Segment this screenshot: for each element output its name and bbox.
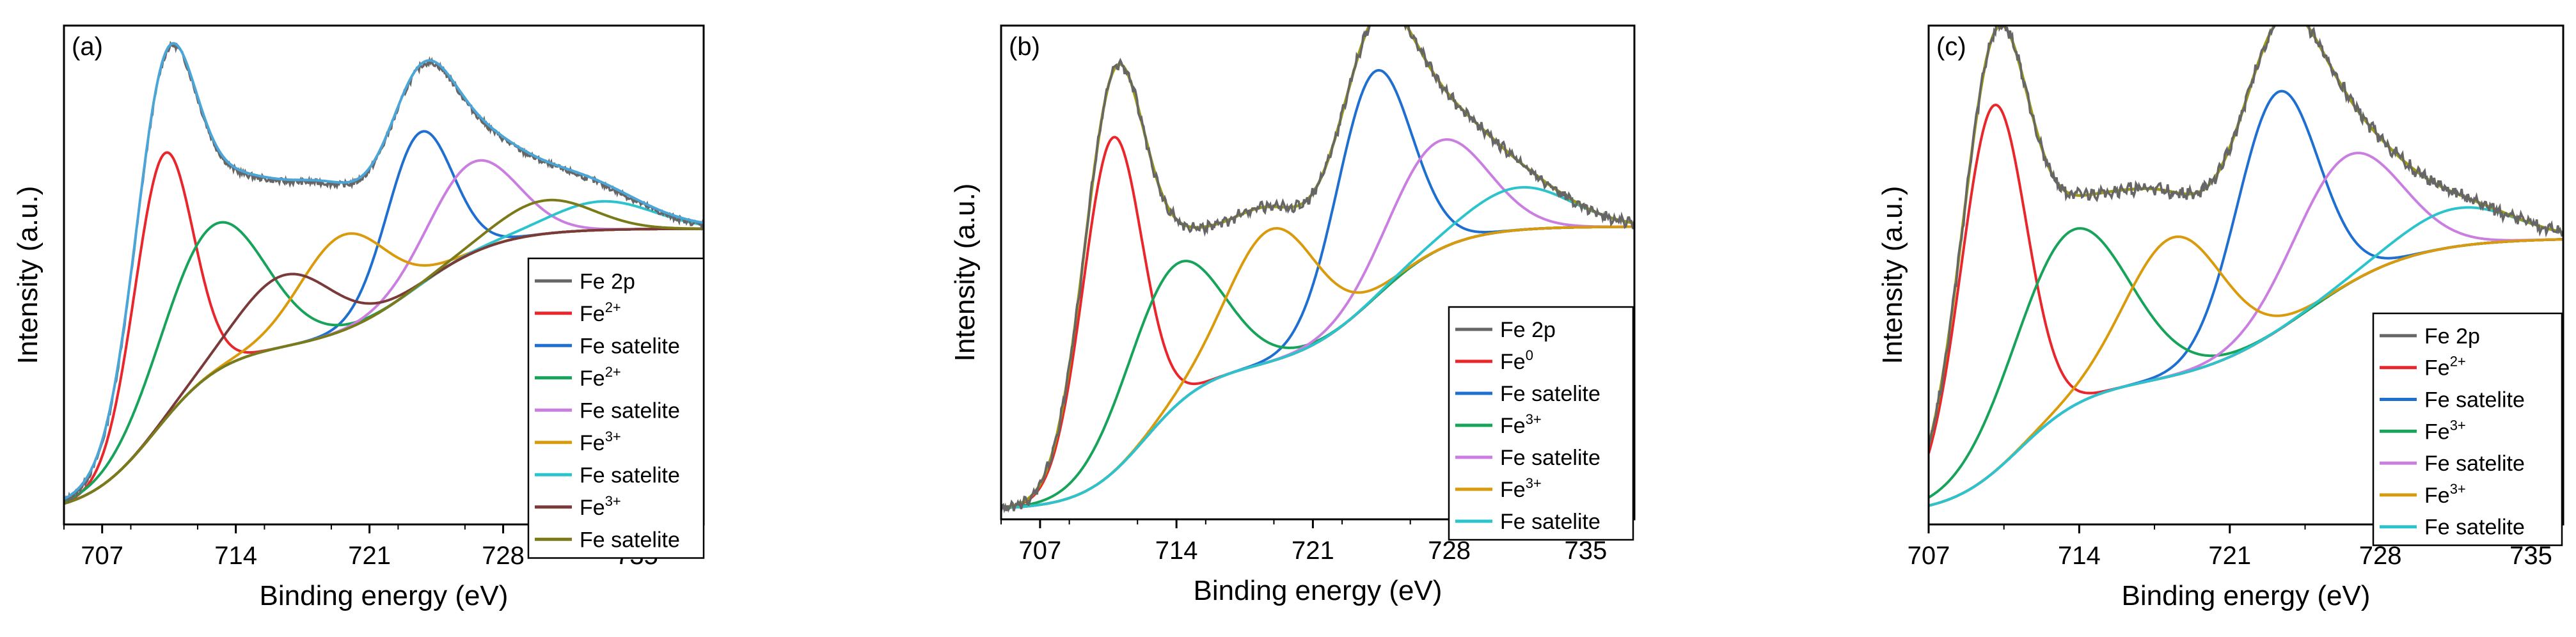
x-tick-label: 721	[348, 542, 391, 570]
x-tick-label: 714	[214, 542, 257, 570]
legend-entry: Fe satelite	[2424, 452, 2525, 476]
panel-label: (a)	[72, 33, 103, 61]
legend-entry: Fe satelite	[1500, 510, 1600, 534]
y-axis-title: Intensity (a.u.)	[949, 184, 981, 362]
x-tick-label: 735	[1564, 537, 1607, 565]
series-line-8	[64, 198, 704, 505]
series-line-6	[1929, 206, 2563, 507]
legend-entry: Fe3+	[2424, 417, 2466, 444]
x-tick-label: 721	[2208, 542, 2251, 570]
legend-entry: Fe satelite	[580, 398, 680, 423]
x-axis-title: Binding energy (eV)	[1194, 575, 1442, 606]
legend-entry: Fe 2p	[1500, 318, 1556, 342]
legend-entry: Fe satelite	[1500, 382, 1600, 406]
x-tick-label: 714	[1155, 537, 1198, 565]
legend-entry: Fe satelite	[1500, 446, 1600, 470]
legend-box	[2372, 312, 2563, 546]
legend-entry: Fe satelite	[580, 334, 680, 358]
x-tick-label: 707	[81, 542, 123, 570]
legend: Fe 2p Fe2+ Fe satelite Fe2+ Fe satelite Fe3+ F…	[527, 257, 705, 559]
series-line-0	[1929, 26, 2563, 448]
plot-frame	[1927, 24, 2564, 526]
y-axis-title: Intensity (a.u.)	[12, 186, 43, 365]
panel-label: (b)	[1009, 33, 1040, 61]
legend-entry: Fe3+	[1500, 411, 1542, 438]
legend-entry: Fe 2p	[580, 269, 635, 294]
series-line-7	[64, 227, 704, 505]
x-axis-title: Binding energy (eV)	[260, 580, 509, 611]
plot-area	[1001, 26, 1634, 514]
legend-entry: Fe3+	[580, 493, 621, 520]
series-line-6	[1001, 185, 1634, 510]
x-tick-label: 707	[1908, 542, 1950, 570]
x-tick-label: 728	[1428, 537, 1471, 565]
x-tick-label: 714	[2058, 542, 2101, 570]
legend-entry: Fe2+	[580, 299, 621, 326]
legend-entry: Fe 2p	[2424, 324, 2480, 349]
fit-envelope	[64, 42, 704, 500]
y-axis-title: Intensity (a.u.)	[1877, 186, 1908, 365]
legend-entry: Fe3+	[1500, 475, 1542, 502]
legend-entry: Fe0	[1500, 347, 1533, 374]
legend-box	[1448, 306, 1634, 541]
plot-area	[1929, 26, 2563, 507]
legend: Fe 2p Fe0 Fe satelite Fe3+ Fe satelite Fe3+ Fe…	[1448, 306, 1634, 541]
x-tick-label: 728	[482, 542, 525, 570]
legend-entry: Fe satelite	[2424, 515, 2525, 540]
x-tick-label: 707	[1019, 537, 1062, 565]
legend-entry: Fe3+	[2424, 481, 2466, 508]
legend: Fe 2p Fe2+ Fe satelite Fe3+ Fe satelite Fe3+ F…	[2372, 312, 2563, 546]
legend-entry: Fe satelite	[580, 463, 680, 487]
series-line-5	[1929, 235, 2563, 507]
legend-entry: Fe3+	[580, 429, 621, 455]
legend-entry: Fe2+	[580, 364, 621, 391]
legend-entry: Fe satelite	[580, 528, 680, 552]
x-tick-label: 735	[2509, 542, 2552, 570]
panel-label: (c)	[1936, 33, 1966, 61]
legend-entry: Fe satelite	[2424, 388, 2525, 413]
plot-area	[64, 40, 704, 505]
x-axis-title: Binding energy (eV)	[2122, 580, 2371, 611]
plot-frame	[1000, 24, 1636, 521]
x-tick-label: 728	[2359, 542, 2402, 570]
series-line-0	[1001, 26, 1634, 514]
x-tick-label: 721	[1292, 537, 1334, 565]
chart-panel-1: 707 714 721 728 735 (b) Binding energy (eV) Int…	[949, 24, 1636, 606]
legend-entry: Fe2+	[2424, 354, 2466, 381]
chart-panel-2: 707 714 721 728 735 (c) Binding energy (eV) Int…	[1877, 24, 2564, 611]
